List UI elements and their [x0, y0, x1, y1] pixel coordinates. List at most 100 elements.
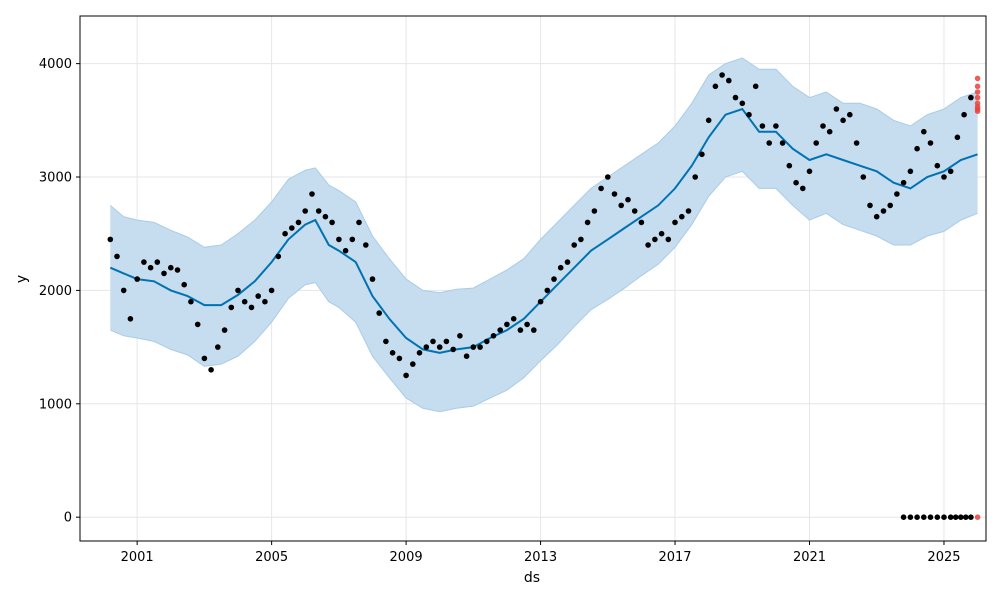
y-tick-label: 1000 [39, 397, 72, 412]
observed-point [363, 242, 369, 248]
x-tick-label: 2005 [255, 550, 288, 565]
observed-point [712, 83, 719, 90]
observed-point [645, 242, 651, 248]
observed-point [692, 174, 698, 180]
observed-point [847, 111, 853, 118]
observed-point [194, 321, 201, 328]
y-tick-label: 0 [64, 511, 72, 526]
observed-point [880, 208, 887, 214]
uncertainty-band [110, 58, 978, 412]
observed-point [618, 202, 624, 209]
x-tick-label: 2009 [390, 550, 423, 565]
observed-point [208, 367, 214, 373]
recent-point [974, 89, 981, 95]
observed-point [887, 202, 893, 209]
observed-point [786, 162, 793, 169]
observed-point [732, 94, 739, 101]
observed-point [873, 213, 880, 220]
observed-point [658, 230, 665, 237]
observed-point [410, 361, 416, 367]
observed-point-zero [907, 514, 914, 520]
observed-point [383, 338, 389, 345]
observed-point [107, 236, 114, 243]
recent-point [974, 75, 981, 82]
observed-point-zero [941, 514, 947, 520]
observed-point [255, 293, 261, 299]
upper-bound-line [109, 57, 978, 294]
observed-point [315, 208, 322, 214]
observed-point [833, 106, 840, 112]
observed-point [336, 236, 342, 243]
observed-point [813, 140, 819, 146]
observed-point [638, 219, 645, 226]
observed-point-zero [927, 514, 934, 520]
observed-point [685, 208, 692, 214]
observed-point [470, 344, 477, 350]
observed-point [665, 236, 672, 243]
observed-point [705, 117, 712, 124]
observed-point [188, 298, 194, 305]
observed-point [504, 321, 510, 328]
observed-point [806, 168, 813, 175]
observed-point [524, 321, 530, 328]
forecast-line [109, 107, 978, 354]
observed-point [295, 219, 302, 226]
observed-point [134, 276, 140, 282]
recent-point [974, 83, 981, 90]
observed-point-zero [947, 514, 954, 520]
observed-point [369, 276, 376, 282]
observed-point [457, 333, 463, 339]
x-tick-label: 2021 [793, 550, 826, 565]
observed-point [894, 191, 900, 197]
observed-point [921, 128, 927, 135]
observed-point [719, 72, 725, 78]
observed-point [376, 310, 383, 316]
observed-point [201, 355, 208, 362]
observed-point [900, 179, 907, 186]
observed-point [181, 281, 187, 288]
observed-point [403, 372, 409, 379]
observed-point [484, 338, 490, 345]
observed-point [477, 344, 483, 350]
observed-point [248, 304, 255, 311]
observed-point [699, 151, 705, 158]
observed-point [120, 287, 127, 294]
x-tick-label: 2025 [927, 550, 960, 565]
observed-point [430, 338, 436, 345]
recent-point [974, 103, 981, 110]
observed-point [726, 77, 732, 84]
observed-point [773, 123, 779, 129]
observed-point [497, 327, 504, 333]
observed-point [215, 344, 221, 350]
observed-point [329, 219, 335, 226]
observed-point [221, 327, 228, 333]
observed-point [168, 264, 174, 271]
observed-point-zero [963, 514, 969, 520]
observed-point [759, 123, 766, 129]
observed-point [531, 327, 537, 333]
y-axis-label: y [14, 275, 30, 283]
observed-point [820, 123, 826, 129]
observed-point [262, 298, 268, 305]
observed-point [598, 185, 604, 192]
observed-point [867, 202, 873, 209]
observed-point [954, 134, 961, 141]
observed-point [127, 316, 134, 322]
observed-point [309, 191, 315, 197]
observed-point [557, 264, 564, 271]
observed-point [517, 327, 524, 333]
observed-point [443, 338, 450, 345]
observed-point [578, 236, 584, 243]
observed-point [436, 344, 443, 350]
observed-point [752, 83, 759, 90]
y-tick-label: 4000 [39, 57, 72, 72]
observed-point [941, 174, 947, 180]
observed-point [652, 236, 658, 243]
observed-point [537, 298, 544, 305]
observed-point [228, 304, 235, 311]
forecast-line-layer [109, 107, 978, 354]
observed-point [416, 350, 423, 356]
observed-point [927, 140, 934, 146]
observed-point [396, 355, 403, 362]
observed-point [463, 353, 470, 360]
